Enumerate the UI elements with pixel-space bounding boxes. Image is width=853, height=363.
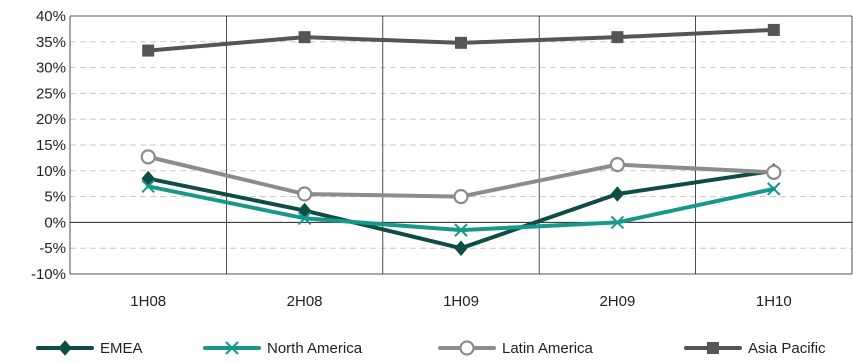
y-tick-label: 20% <box>36 111 66 128</box>
data-point-latin-america <box>297 186 313 202</box>
y-tick-label: -10% <box>31 266 66 283</box>
data-point-asia-pacific <box>298 31 311 44</box>
legend: EMEA North America Latin America Asia Pacif… <box>36 340 826 357</box>
data-point-asia-pacific <box>767 23 780 36</box>
x-axis-ticks: 1H08 2H08 1H09 2H09 1H10 <box>130 293 791 310</box>
data-point-asia-pacific <box>142 44 155 57</box>
y-tick-label: 25% <box>36 85 66 102</box>
data-point-asia-pacific <box>611 31 624 44</box>
legend-item-latin-america: Latin America <box>438 340 594 357</box>
y-axis-ticks: 40% 35% 30% 25% 20% 15% 10% 5% 0% -5% -10% <box>31 8 66 283</box>
legend-marker <box>225 341 239 355</box>
y-tick-label: 5% <box>44 189 66 206</box>
data-point-north-america <box>767 182 781 196</box>
legend-label: EMEA <box>100 340 143 357</box>
legend-marker <box>58 340 72 356</box>
data-point-latin-america <box>140 149 156 165</box>
x-tick-label: 2H08 <box>287 293 323 310</box>
x-tick-label: 1H09 <box>443 293 479 310</box>
legend-label: Latin America <box>502 340 594 357</box>
data-point-north-america <box>610 215 625 230</box>
grid <box>70 16 852 274</box>
y-tick-label: -5% <box>39 240 66 257</box>
legend-item-north-america: North America <box>203 340 363 357</box>
series-asia-pacific <box>142 23 780 57</box>
data-point-latin-america <box>609 157 626 173</box>
data-point-latin-america <box>453 189 469 205</box>
legend-label: Asia Pacific <box>748 340 826 357</box>
data-point-asia-pacific <box>455 36 467 49</box>
data-point-north-america <box>454 223 468 237</box>
y-tick-label: 30% <box>36 60 66 77</box>
legend-marker <box>707 342 719 354</box>
data-point-north-america <box>141 179 155 193</box>
y-tick-label: 10% <box>36 163 66 180</box>
y-tick-label: 0% <box>44 214 66 231</box>
series <box>140 23 782 256</box>
series-latin-america <box>140 149 782 205</box>
legend-label: North America <box>267 340 363 357</box>
axes <box>69 15 853 275</box>
data-point-latin-america <box>766 164 782 180</box>
series-north-america <box>141 179 781 237</box>
x-tick-label: 1H10 <box>756 293 792 310</box>
legend-item-emea: EMEA <box>36 340 143 357</box>
x-tick-label: 2H09 <box>599 293 635 310</box>
y-tick-label: 40% <box>36 8 66 25</box>
data-point-emea <box>610 186 625 202</box>
legend-marker <box>459 340 475 356</box>
legend-item-asia-pacific: Asia Pacific <box>684 340 826 357</box>
x-tick-label: 1H08 <box>130 293 166 310</box>
y-tick-label: 35% <box>36 34 66 51</box>
y-tick-label: 15% <box>36 137 66 154</box>
data-point-north-america <box>297 211 312 225</box>
data-point-emea <box>454 240 468 256</box>
